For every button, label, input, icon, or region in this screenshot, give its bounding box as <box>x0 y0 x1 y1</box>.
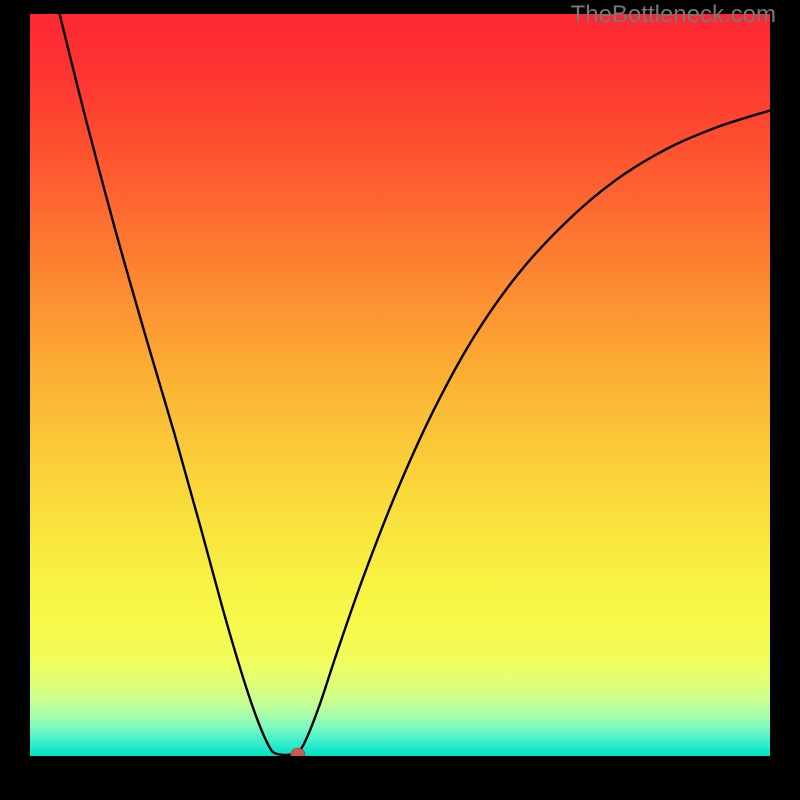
bottleneck-chart: TheBottleneck.com <box>0 0 800 800</box>
plot-gradient-background <box>30 14 770 756</box>
chart-canvas <box>0 0 800 800</box>
watermark-text: TheBottleneck.com <box>571 1 776 29</box>
